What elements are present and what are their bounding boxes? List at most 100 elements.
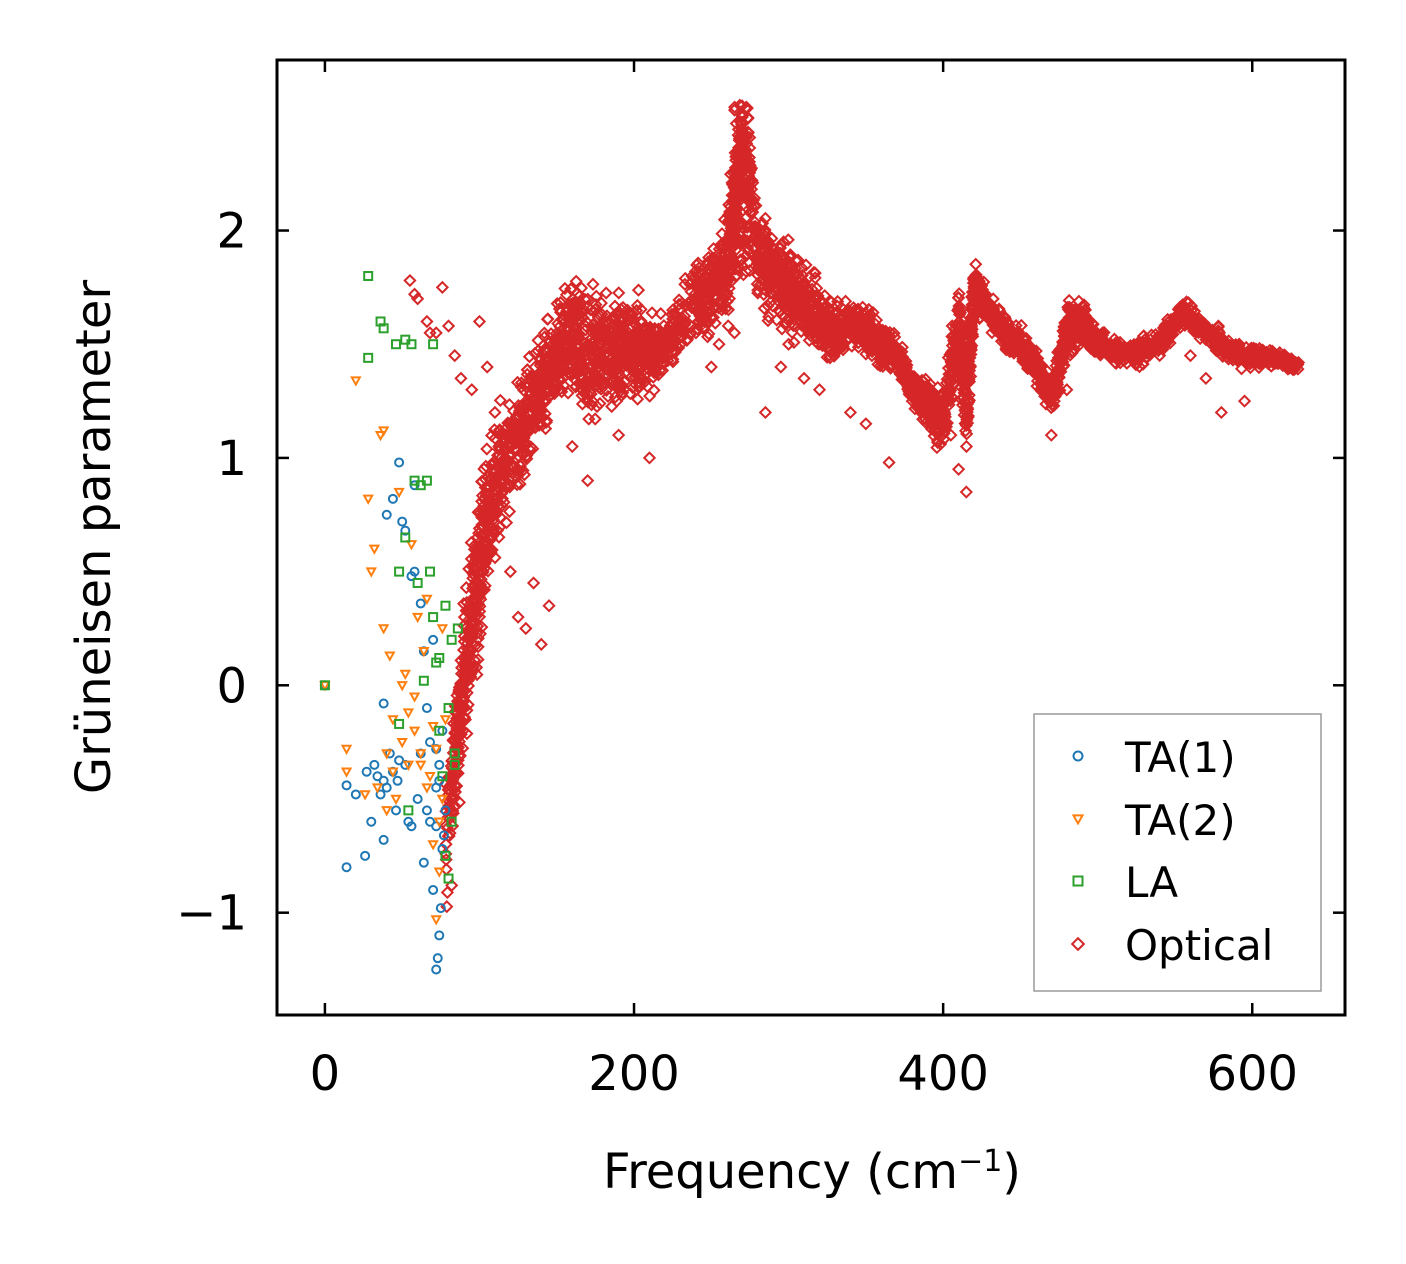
optical-point [643, 325, 657, 339]
optical-point [588, 412, 602, 426]
optical-point [667, 343, 681, 357]
la-point [391, 339, 402, 350]
optical-point [1153, 348, 1167, 363]
optical-point [944, 428, 958, 442]
optical-point [962, 359, 976, 373]
optical-point [741, 126, 755, 140]
optical-point [471, 640, 485, 654]
optical-point [738, 234, 752, 248]
optical-point [411, 292, 425, 306]
optical-point [737, 158, 751, 172]
optical-point [880, 327, 894, 341]
optical-point [711, 268, 725, 282]
optical-point [908, 402, 922, 416]
optical-point [466, 623, 480, 637]
x-axis-title: Frequency (cm−1) [603, 1144, 1021, 1201]
optical-point [875, 356, 889, 370]
optical-point [728, 207, 742, 222]
optical-point [616, 300, 630, 315]
optical-point [633, 369, 647, 384]
legend-ta2-label: TA(2) [1124, 796, 1236, 845]
optical-point [1214, 405, 1228, 420]
ta1-point [391, 805, 402, 816]
optical-point [961, 394, 975, 408]
ta2-point [433, 867, 445, 878]
ta1-point [421, 703, 432, 714]
optical-point [708, 316, 722, 330]
optical-point [1140, 342, 1155, 357]
x-tick-label: 200 [588, 1046, 680, 1102]
optical-point [773, 260, 787, 274]
optical-point [612, 378, 626, 393]
optical-point [668, 335, 682, 350]
optical-point [729, 153, 743, 167]
optical-point [497, 463, 512, 478]
ta2-point [415, 760, 427, 771]
optical-point [751, 234, 765, 248]
optical-point [1207, 338, 1221, 352]
optical-point [729, 116, 743, 131]
optical-point [742, 237, 756, 251]
optical-point [727, 326, 742, 340]
optical-point [475, 528, 489, 543]
optical-point [882, 455, 896, 470]
optical-point [614, 389, 629, 403]
optical-point [1015, 341, 1030, 355]
optical-point [621, 314, 635, 328]
optical-point [795, 261, 809, 275]
optical-point [659, 325, 673, 340]
optical-point [691, 322, 705, 336]
ta2-point [374, 430, 387, 442]
optical-point [465, 383, 479, 397]
la-point [452, 623, 463, 634]
optical-point [472, 547, 486, 561]
optical-point [597, 352, 611, 367]
optical-point [1060, 383, 1074, 397]
ta1-point [341, 780, 352, 791]
optical-point [729, 210, 743, 224]
x-axis-title-main: Frequency (cm [603, 1144, 958, 1200]
optical-point [751, 283, 765, 297]
ta2-point [405, 540, 418, 551]
optical-point [599, 286, 613, 300]
optical-point [452, 795, 467, 810]
optical-point [1132, 359, 1147, 374]
optical-point [943, 372, 957, 386]
optical-point [941, 361, 956, 375]
optical-point [704, 360, 718, 374]
optical-point [602, 316, 616, 330]
optical-point [616, 328, 630, 342]
optical-point [678, 324, 692, 339]
optical-point [708, 298, 722, 313]
optical-point [520, 363, 535, 377]
legend-optical-marker [1070, 936, 1086, 952]
optical-point [651, 322, 666, 336]
optical-point [519, 409, 533, 424]
optical-point [509, 418, 523, 432]
optical-point [513, 477, 527, 491]
optical-point [786, 318, 800, 332]
optical-point [757, 301, 771, 315]
optical-point [628, 370, 642, 384]
optical-point [540, 312, 555, 326]
optical-point [1234, 348, 1248, 362]
ta2-point [390, 794, 402, 806]
optical-point [916, 412, 930, 426]
ta2-point [408, 692, 421, 703]
optical-point [524, 417, 539, 432]
optical-point [789, 254, 803, 268]
optical-point [445, 754, 459, 768]
optical-point [496, 474, 510, 488]
optical-point [480, 360, 494, 374]
optical-point [472, 610, 487, 624]
optical-point [466, 637, 480, 652]
optical-point [719, 302, 733, 316]
optical-point [493, 510, 507, 524]
ta1-point [406, 571, 417, 582]
optical-point [642, 451, 657, 465]
optical-point [1230, 352, 1244, 366]
la-point [428, 339, 439, 350]
optical-point [669, 307, 683, 322]
x-tick-label: 600 [1206, 1046, 1298, 1102]
